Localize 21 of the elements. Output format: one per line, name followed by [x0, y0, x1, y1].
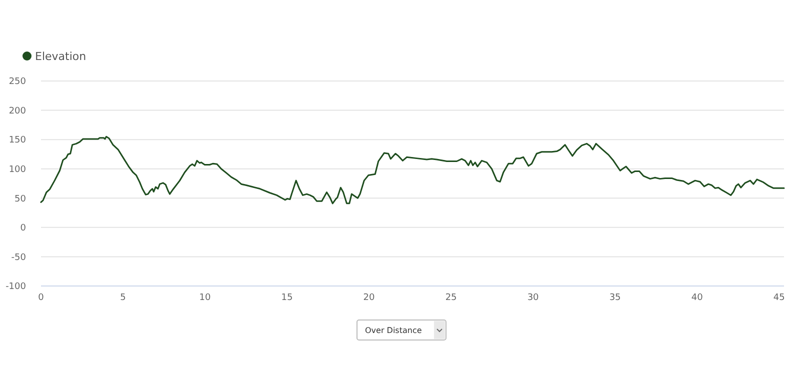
y-tick-label: 100 — [8, 165, 26, 176]
x-tick-label: 5 — [120, 293, 126, 303]
legend-label: Elevation — [35, 50, 86, 63]
y-tick-label: 0 — [20, 224, 26, 234]
line-series — [40, 136, 785, 204]
x-tick-label: 15 — [281, 293, 293, 303]
dropdown: Over Distance — [356, 320, 446, 340]
y-tick-label: 200 — [8, 106, 26, 116]
x-tick-label: 30 — [527, 293, 540, 303]
x-tick-label: 25 — [445, 293, 457, 303]
x-tick-label: 10 — [199, 293, 212, 303]
x-tick-label: 20 — [363, 293, 376, 303]
y-tick-label: -50 — [11, 252, 26, 263]
y-tick-label: 250 — [8, 77, 26, 88]
x-tick-label: 40 — [691, 293, 704, 303]
y-tick-label: 50 — [14, 194, 26, 204]
x-tick-label: 35 — [609, 293, 621, 303]
y-tick-label: -100 — [6, 282, 26, 292]
y-tick-label: 150 — [8, 136, 26, 146]
x-tick-label: 45 — [773, 293, 785, 303]
x-tick-label: 0 — [38, 293, 44, 303]
